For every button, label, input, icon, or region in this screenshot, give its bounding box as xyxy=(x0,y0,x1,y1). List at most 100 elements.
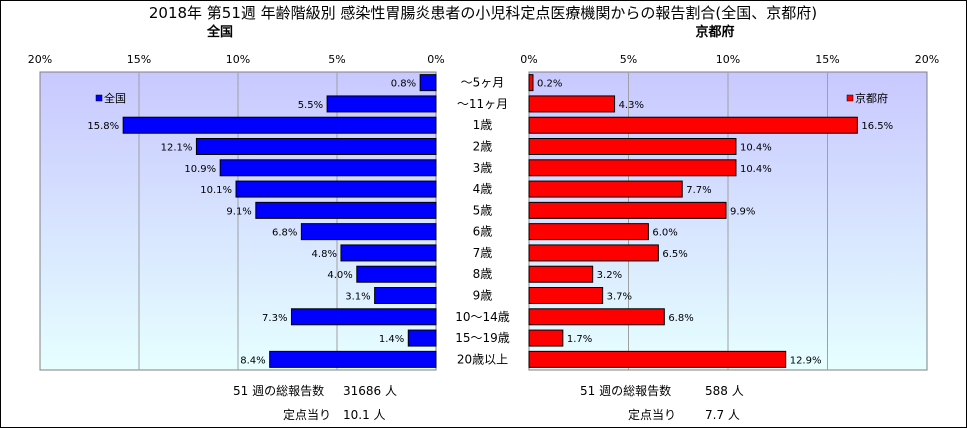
x-tick-label: 20% xyxy=(915,53,939,66)
data-label-kyoto: 1.7% xyxy=(567,334,592,345)
legend-swatch-kyoto xyxy=(846,94,854,102)
x-tick-label: 15% xyxy=(127,53,151,66)
data-label-national: 3.1% xyxy=(345,292,370,303)
category-label: 20歳以上 xyxy=(457,352,508,366)
bar-national xyxy=(235,180,437,198)
data-label-kyoto: 0.2% xyxy=(537,79,562,90)
bar-kyoto xyxy=(528,329,564,347)
category-label: 8歳 xyxy=(473,267,493,281)
data-label-national: 5.5% xyxy=(298,100,323,111)
category-labels: ～5ヶ月 ～11ヶ月 1歳 2歳 3歳 4歳 5歳 6歳 7歳 8歳 9歳 10～14歳 15～19歳 2… xyxy=(455,76,510,367)
legend-swatch-national xyxy=(95,94,103,102)
bar-national xyxy=(195,138,437,155)
data-label-kyoto: 9.9% xyxy=(730,206,755,217)
legend-label-kyoto: 京都府 xyxy=(855,91,888,105)
category-label: 5歳 xyxy=(473,203,493,217)
data-label-national: 10.1% xyxy=(200,185,232,196)
data-label-national: 12.1% xyxy=(161,143,193,154)
legend-label-national: 全国 xyxy=(104,91,126,105)
data-label-kyoto: 6.5% xyxy=(662,249,687,260)
bar-kyoto xyxy=(528,350,787,368)
data-label-kyoto: 6.0% xyxy=(652,228,677,239)
bar-kyoto xyxy=(528,116,858,134)
bars-national: 0.8% 5.5% 15.8% 12.1% 10.9% 10.1% 9.1% 6.8% 4.8%… xyxy=(87,74,437,368)
bars-kyoto: 0.2% 4.3% 16.5% 10.4% 10.4% 7.7% 9.9% 6.0% 6.5% 3… xyxy=(528,74,893,368)
data-label-national: 6.8% xyxy=(272,228,297,239)
bar-kyoto xyxy=(528,138,737,155)
kyoto-per-label: 定点当り xyxy=(628,407,676,422)
x-axis-kyoto: 0% 5% 10% 15% 20% xyxy=(520,53,939,66)
category-label: ～11ヶ月 xyxy=(457,97,508,111)
x-tick-label: 5% xyxy=(620,53,637,66)
bar-kyoto xyxy=(528,180,683,198)
data-label-national: 9.1% xyxy=(226,206,251,217)
data-label-national: 4.8% xyxy=(312,249,337,260)
x-tick-label: 15% xyxy=(815,53,839,66)
data-label-kyoto: 4.3% xyxy=(619,100,644,111)
bar-kyoto xyxy=(528,201,727,219)
bar-national xyxy=(340,244,437,262)
data-label-national: 1.4% xyxy=(379,334,404,345)
bar-kyoto xyxy=(528,159,737,177)
bar-national xyxy=(326,95,437,113)
data-label-national: 10.9% xyxy=(184,164,216,175)
legend-national: 全国 xyxy=(95,91,126,105)
national-total-value: 31686 人 xyxy=(343,384,397,398)
bar-national xyxy=(407,329,437,347)
category-label: 6歳 xyxy=(473,225,493,239)
legend-kyoto: 京都府 xyxy=(846,91,888,105)
bar-national xyxy=(374,287,437,304)
category-label: 9歳 xyxy=(473,289,493,303)
data-label-national: 0.8% xyxy=(391,79,416,90)
data-label-national: 4.0% xyxy=(327,270,352,281)
x-tick-label: 0% xyxy=(427,53,444,66)
data-label-national: 7.3% xyxy=(262,313,287,324)
bar-national xyxy=(269,350,437,368)
data-label-national: 15.8% xyxy=(87,121,119,132)
bar-national xyxy=(122,116,437,134)
data-label-kyoto: 10.4% xyxy=(740,143,772,154)
category-label: 1歳 xyxy=(473,118,493,132)
data-label-kyoto: 12.9% xyxy=(790,355,822,366)
bar-national xyxy=(356,265,437,283)
data-label-kyoto: 7.7% xyxy=(686,185,711,196)
data-label-national: 8.4% xyxy=(240,355,265,366)
kyoto-total-value: 588 人 xyxy=(705,384,744,398)
bar-national xyxy=(255,201,437,219)
data-label-kyoto: 16.5% xyxy=(861,121,893,132)
national-per-label: 定点当り xyxy=(283,407,331,422)
category-label: 7歳 xyxy=(473,246,493,260)
kyoto-total-label: 51 週の総報告数 xyxy=(580,383,671,398)
x-tick-label: 10% xyxy=(716,53,740,66)
bar-kyoto xyxy=(528,244,659,262)
category-label: ～5ヶ月 xyxy=(461,76,505,90)
national-per-value: 10.1 人 xyxy=(343,408,386,422)
bar-national xyxy=(290,308,437,326)
bar-national xyxy=(219,159,437,177)
data-label-kyoto: 3.7% xyxy=(607,292,632,303)
data-label-kyoto: 6.8% xyxy=(668,313,693,324)
x-tick-label: 0% xyxy=(520,53,537,66)
kyoto-per-value: 7.7 人 xyxy=(705,408,740,422)
x-tick-label: 5% xyxy=(328,53,345,66)
national-total-label: 51 週の総報告数 xyxy=(233,383,324,398)
chart-title: 2018年 第51週 年齢階級別 感染性胃腸炎患者の小児科定点医療機関からの報告… xyxy=(149,4,817,22)
data-label-kyoto: 3.2% xyxy=(597,270,622,281)
x-axis-national: 20% 15% 10% 5% 0% xyxy=(28,53,445,66)
data-label-kyoto: 10.4% xyxy=(740,164,772,175)
bar-national xyxy=(300,223,437,241)
panel-title-kyoto: 京都府 xyxy=(695,24,734,40)
category-label: 10～14歳 xyxy=(455,310,510,324)
bar-kyoto xyxy=(528,95,616,113)
category-label: 4歳 xyxy=(473,182,493,196)
category-label: 3歳 xyxy=(473,161,493,175)
bar-kyoto xyxy=(528,265,594,283)
bar-kyoto xyxy=(528,287,604,304)
x-tick-label: 20% xyxy=(28,53,52,66)
panel-title-national: 全国 xyxy=(206,24,233,40)
bar-kyoto xyxy=(528,223,649,241)
category-label: 15～19歳 xyxy=(455,331,510,345)
bar-kyoto xyxy=(528,74,534,92)
category-label: 2歳 xyxy=(473,140,493,154)
